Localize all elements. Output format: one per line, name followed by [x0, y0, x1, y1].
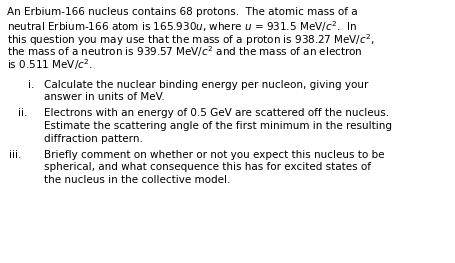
- Text: Briefly comment on whether or not you expect this nucleus to be: Briefly comment on whether or not you ex…: [44, 150, 384, 160]
- Text: Estimate the scattering angle of the first minimum in the resulting: Estimate the scattering angle of the fir…: [44, 121, 391, 131]
- Text: Electrons with an energy of 0.5 GeV are scattered off the nucleus.: Electrons with an energy of 0.5 GeV are …: [44, 109, 388, 119]
- Text: neutral Erbium-166 atom is 165.930$u$, where $u$ = 931.5 MeV/$c^2$.  In: neutral Erbium-166 atom is 165.930$u$, w…: [7, 19, 356, 34]
- Text: diffraction pattern.: diffraction pattern.: [44, 134, 142, 144]
- Text: this question you may use that the mass of a proton is 938.27 MeV/$c^2$,: this question you may use that the mass …: [7, 32, 374, 48]
- Text: ii.: ii.: [18, 109, 27, 119]
- Text: iii.: iii.: [9, 150, 21, 160]
- Text: answer in units of MeV.: answer in units of MeV.: [44, 92, 164, 102]
- Text: the nucleus in the collective model.: the nucleus in the collective model.: [44, 175, 230, 185]
- Text: spherical, and what consequence this has for excited states of: spherical, and what consequence this has…: [44, 163, 370, 173]
- Text: is 0.511 MeV/$c^2$.: is 0.511 MeV/$c^2$.: [7, 57, 93, 72]
- Text: the mass of a neutron is 939.57 MeV/$c^2$ and the mass of an electron: the mass of a neutron is 939.57 MeV/$c^2…: [7, 44, 362, 59]
- Text: i.: i.: [28, 79, 34, 89]
- Text: Calculate the nuclear binding energy per nucleon, giving your: Calculate the nuclear binding energy per…: [44, 79, 368, 89]
- Text: An Erbium-166 nucleus contains 68 protons.  The atomic mass of a: An Erbium-166 nucleus contains 68 proton…: [7, 7, 357, 17]
